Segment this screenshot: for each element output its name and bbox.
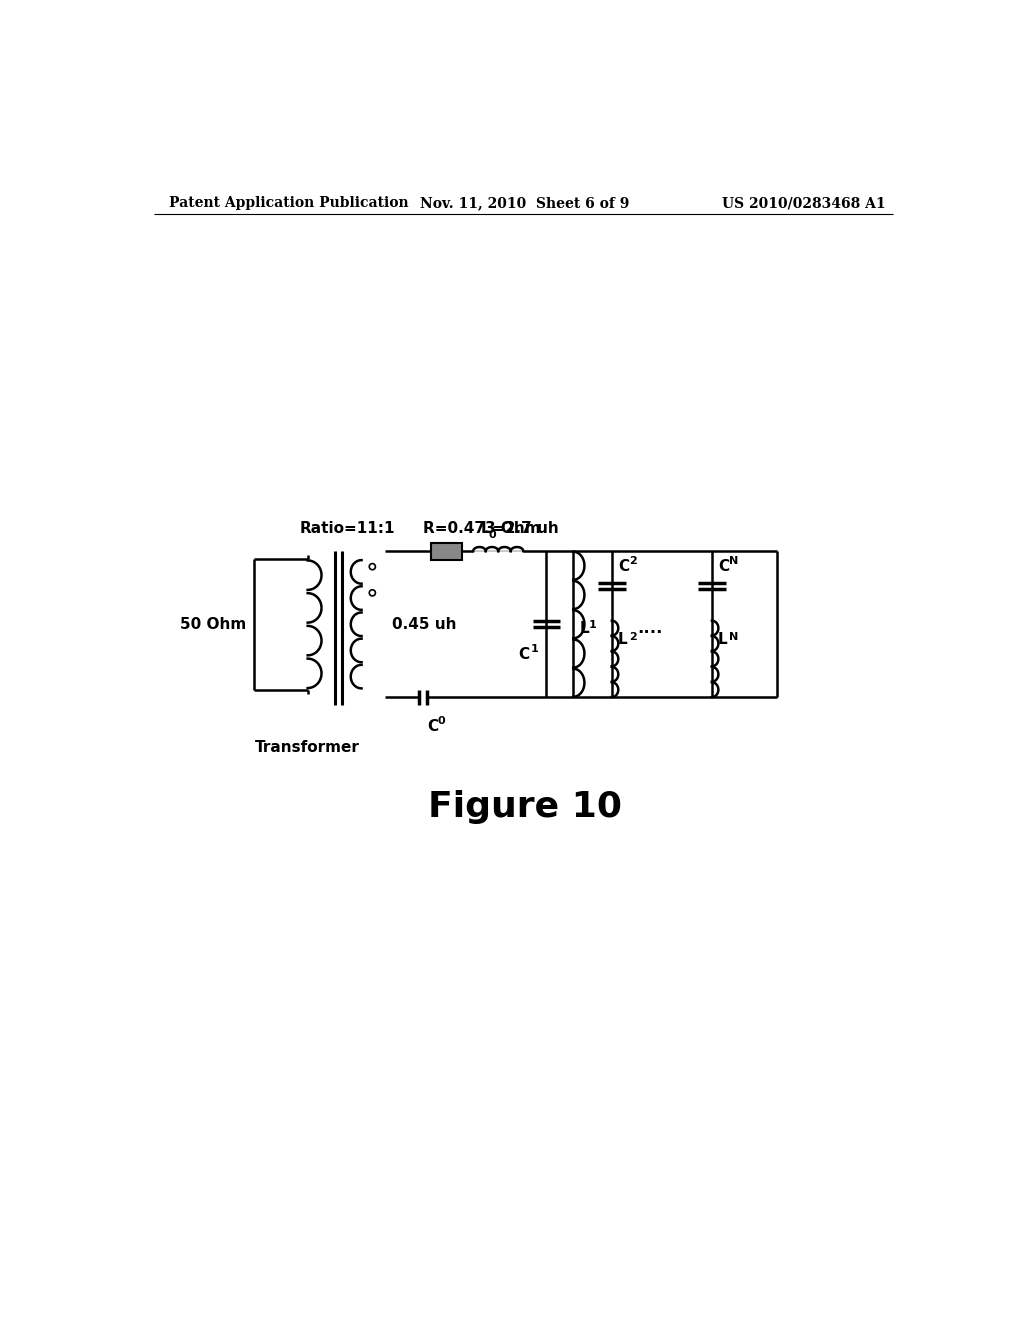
Text: C: C: [617, 558, 629, 574]
Text: 0.45 uh: 0.45 uh: [392, 616, 457, 632]
Text: Transformer: Transformer: [255, 739, 360, 755]
Text: ....: ....: [638, 619, 664, 638]
FancyBboxPatch shape: [431, 543, 462, 560]
Text: 2: 2: [629, 631, 637, 642]
Text: C: C: [718, 558, 729, 574]
Text: L: L: [481, 520, 490, 536]
Text: 1: 1: [530, 644, 539, 655]
Text: Figure 10: Figure 10: [428, 789, 622, 824]
Text: L: L: [580, 620, 589, 636]
Text: 2: 2: [629, 556, 637, 566]
Text: C: C: [518, 647, 529, 663]
Text: 1: 1: [589, 620, 596, 630]
Text: Ratio=11:1: Ratio=11:1: [300, 520, 395, 536]
Text: =2.7 uh: =2.7 uh: [493, 520, 559, 536]
Text: 50 Ohm: 50 Ohm: [180, 616, 246, 632]
Text: US 2010/0283468 A1: US 2010/0283468 A1: [722, 197, 885, 210]
Text: N: N: [729, 631, 738, 642]
Text: Nov. 11, 2010  Sheet 6 of 9: Nov. 11, 2010 Sheet 6 of 9: [420, 197, 630, 210]
Text: 0: 0: [438, 715, 445, 726]
Text: Patent Application Publication: Patent Application Publication: [169, 197, 409, 210]
Text: R=0.473 Ohm: R=0.473 Ohm: [423, 520, 541, 536]
Text: C: C: [427, 719, 438, 734]
Text: N: N: [729, 556, 738, 566]
Text: 0: 0: [488, 529, 497, 540]
Text: L: L: [617, 632, 628, 647]
Text: L: L: [718, 632, 728, 647]
